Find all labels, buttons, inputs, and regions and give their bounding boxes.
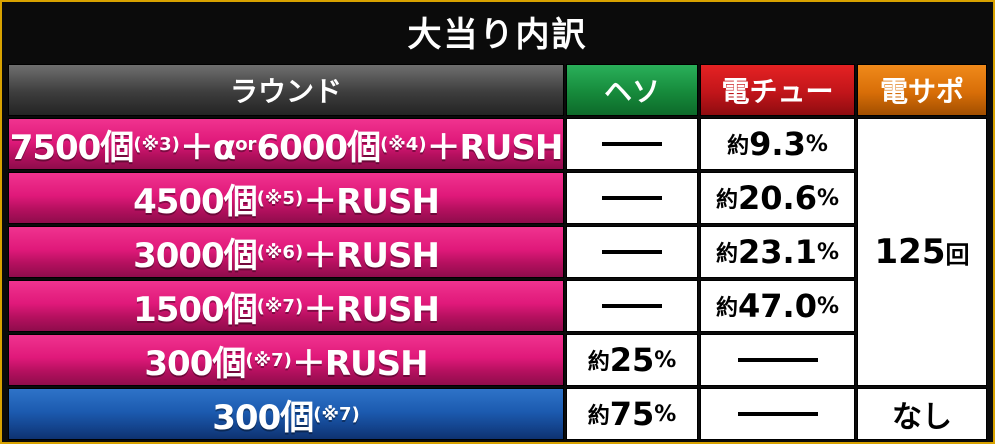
row-1-note-c: (※4) — [380, 133, 427, 155]
row-2-round: 4500個 (※5) ＋RUSH — [8, 172, 564, 224]
row-3-denchu-pre: 約 — [715, 242, 738, 267]
row-2-heso — [566, 172, 698, 224]
row-6-heso-num: 75 — [609, 395, 655, 433]
row-6-denchu-dash — [737, 412, 818, 416]
densapo-merged-cell: 125 回 — [857, 118, 987, 386]
row-6-main: 300個 — [212, 397, 314, 438]
row-2-denchu: 約 20.6% — [700, 172, 855, 224]
header-denchu: 電チュー — [700, 64, 855, 116]
row-1-or: or — [235, 133, 257, 155]
row-3-note: (※6) — [256, 241, 304, 263]
row-3-denchu-num: 23.1 — [738, 233, 817, 271]
row-6-densapo: なし — [857, 388, 987, 440]
row-4-round: 1500個 (※7) ＋RUSH — [8, 280, 564, 332]
row-5-heso-pre: 約 — [587, 350, 610, 375]
row-3-round: 3000個 (※6) ＋RUSH — [8, 226, 564, 278]
row-4-denchu-num: 47.0 — [738, 287, 817, 325]
row-5-note: (※7) — [245, 349, 292, 371]
row-1-heso — [566, 118, 698, 170]
header-round: ラウンド — [8, 64, 564, 116]
densapo-count: 125 — [874, 232, 946, 272]
row-5-tail: ＋RUSH — [291, 343, 429, 384]
header-heso: ヘソ — [566, 64, 698, 116]
row-2-main: 4500個 — [133, 181, 258, 222]
row-1-main-b: ＋α — [179, 127, 236, 168]
row-4-heso — [566, 280, 698, 332]
row-5-heso-num: 25 — [609, 341, 655, 379]
row-4-denchu-pre: 約 — [715, 296, 738, 321]
row-1-denchu-num: 9.3 — [749, 125, 806, 163]
row-5-denchu-dash — [737, 358, 818, 362]
row-4-heso-dash — [602, 304, 662, 308]
row-5-denchu — [700, 334, 855, 386]
row-3-denchu-pct: % — [816, 239, 839, 265]
row-5-main: 300個 — [144, 343, 246, 384]
row-1-round: 7500個 (※3) ＋α or 6000個 (※4) ＋RUSH — [8, 118, 564, 170]
header-densapo: 電サポ — [857, 64, 987, 116]
row-4-tail: ＋RUSH — [303, 289, 440, 330]
row-1-note-a: (※3) — [133, 133, 180, 155]
row-3-heso — [566, 226, 698, 278]
row-1-heso-dash — [602, 142, 662, 146]
table-title: 大当り内訳 — [407, 14, 588, 55]
row-4-main: 1500個 — [133, 289, 258, 330]
row-1-denchu-pct: % — [805, 131, 828, 157]
row-3-denchu: 約 23.1% — [700, 226, 855, 278]
row-3-heso-dash — [602, 250, 662, 254]
row-3-main: 3000個 — [133, 235, 258, 276]
row-2-tail: ＋RUSH — [303, 181, 440, 222]
row-2-note: (※5) — [256, 187, 304, 209]
densapo-unit: 回 — [945, 240, 970, 269]
row-4-note: (※7) — [256, 295, 304, 317]
row-2-denchu-pre: 約 — [715, 188, 738, 213]
row-6-heso-pct: % — [654, 401, 677, 427]
row-2-heso-dash — [602, 196, 662, 200]
row-5-round: 300個 (※7) ＋RUSH — [8, 334, 564, 386]
row-1-main-c: 6000個 — [256, 127, 381, 168]
row-2-denchu-pct: % — [816, 185, 839, 211]
row-6-heso: 約 75% — [566, 388, 698, 440]
row-4-denchu: 約 47.0% — [700, 280, 855, 332]
row-1-tail: ＋RUSH — [426, 127, 564, 168]
row-5-heso: 約 25% — [566, 334, 698, 386]
row-5-heso-pct: % — [654, 347, 677, 373]
row-6-note: (※7) — [313, 403, 360, 425]
row-3-tail: ＋RUSH — [303, 235, 440, 276]
row-4-denchu-pct: % — [816, 293, 839, 319]
row-6-heso-pre: 約 — [587, 404, 610, 429]
row-6-round: 300個 (※7) — [8, 388, 564, 440]
row-1-denchu: 約 9.3% — [700, 118, 855, 170]
row-6-denchu — [700, 388, 855, 440]
row-2-denchu-num: 20.6 — [738, 179, 817, 217]
row-1-denchu-pre: 約 — [727, 134, 750, 159]
row-1-main-a: 7500個 — [9, 127, 135, 168]
